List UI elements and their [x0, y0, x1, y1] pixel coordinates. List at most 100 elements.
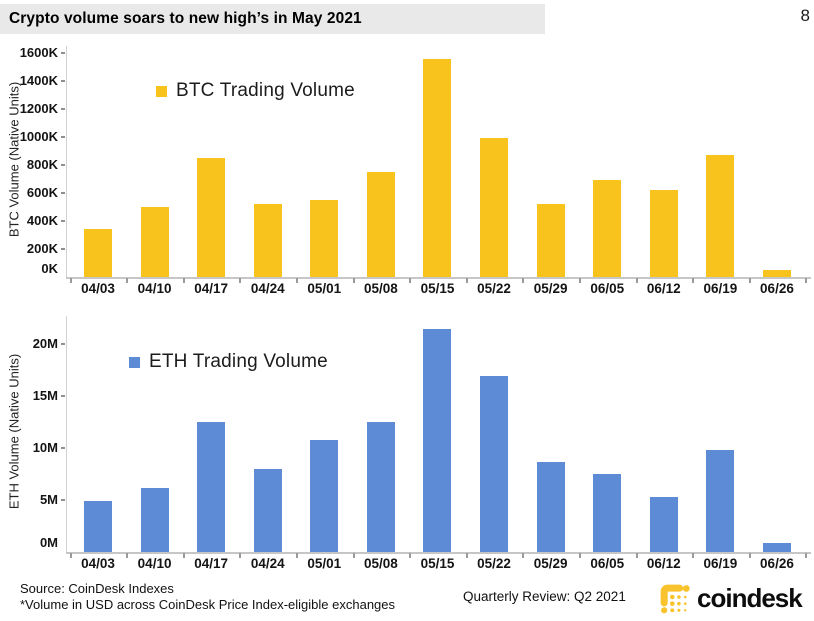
eth-x-tick-label: 05/15 [420, 556, 455, 571]
btc-x-tick-label: 06/26 [760, 281, 794, 296]
eth-y-tick-mark [61, 499, 65, 501]
btc-x-tick-label: 05/15 [420, 281, 455, 296]
eth-x-tick-label: 06/05 [590, 556, 625, 571]
eth-y-tick-label: 10M [32, 440, 58, 455]
btc-bar-04/03 [84, 229, 112, 277]
eth-x-tick-label: 04/17 [194, 556, 229, 571]
btc-x-tick-label: 06/05 [590, 281, 625, 296]
eth-bar-05/29 [536, 461, 565, 552]
eth-x-tick-mark [578, 553, 581, 558]
btc-y-tick-mark [61, 136, 65, 138]
eth-x-tick-label: 05/29 [533, 556, 568, 571]
btc-y-tick-mark [61, 220, 65, 222]
btc-y-tick-label: 400K [26, 213, 58, 228]
btc-x-tick-label: 05/22 [477, 281, 511, 296]
btc-y-tick-label: 1400K [19, 73, 58, 88]
eth-x-tick-mark [522, 553, 525, 558]
coindesk-logo-text: coindesk [697, 583, 803, 613]
btc-bar-06/19 [706, 155, 735, 277]
btc-x-tick-mark [126, 278, 129, 283]
btc-x-tick-label: 06/19 [703, 281, 738, 296]
btc-y-tick-label: 1600K [19, 45, 58, 60]
eth-x-tick-label: 06/26 [760, 556, 794, 571]
btc-x-tick-mark [69, 278, 72, 283]
slide-title: Crypto volume soars to new high’s in May… [9, 10, 362, 27]
eth-x-tick-label: 05/01 [307, 556, 342, 571]
eth-x-tick-mark [239, 553, 242, 558]
btc-y-tick-label: 800K [26, 157, 58, 172]
eth-bar-06/05 [593, 474, 622, 552]
eth-x-tick-mark [352, 553, 355, 558]
eth-x-tick-label: 04/10 [137, 556, 172, 571]
eth-x-tick-label: 04/24 [250, 556, 285, 571]
btc-y-tick-label: 0K [41, 261, 58, 276]
eth-x-tick-label: 05/22 [477, 556, 511, 571]
eth-x-tick-mark [805, 553, 808, 558]
btc-x-tick-label: 04/24 [250, 281, 285, 296]
btc-x-tick-label: 05/08 [363, 281, 398, 296]
eth-x-tick-mark [182, 553, 185, 558]
btc-x-tick-label: 05/01 [307, 281, 342, 296]
eth-x-tick-mark [296, 553, 299, 558]
btc-y-tick-mark [61, 108, 65, 110]
btc-x-tick-label: 04/03 [81, 281, 115, 296]
eth-y-tick-label: 5M [39, 492, 58, 507]
eth-x-tick-mark [126, 553, 129, 558]
eth-y-tick-mark [61, 447, 65, 449]
eth-legend: ETH Trading Volume [129, 351, 328, 373]
eth-y-axis-line [66, 316, 67, 552]
eth-x-tick-label: 06/12 [646, 556, 681, 571]
eth-y-tick-label: 15M [32, 388, 58, 403]
source-text: Source: CoinDesk Indexes [20, 581, 174, 596]
eth-x-tick-mark [465, 553, 468, 558]
btc-bar-04/10 [140, 207, 169, 277]
eth-bar-04/10 [140, 487, 169, 552]
btc-x-tick-mark [692, 278, 695, 283]
eth-bar-05/01 [310, 439, 339, 552]
btc-y-tick-label: 1000K [19, 129, 58, 144]
btc-bar-06/12 [649, 190, 678, 277]
btc-x-axis-line [66, 277, 811, 279]
btc-bar-05/29 [536, 204, 565, 277]
btc-bar-04/24 [253, 204, 282, 277]
eth-legend-label: ETH Trading Volume [149, 351, 328, 372]
btc-y-tick-mark [61, 164, 65, 166]
eth-bar-05/08 [366, 422, 395, 552]
eth-y-tick-label: 0M [39, 535, 58, 550]
btc-x-tick-mark [465, 278, 468, 283]
btc-bar-05/15 [423, 58, 452, 277]
page-number: 8 [800, 6, 810, 25]
eth-bar-06/26 [762, 542, 791, 552]
eth-x-tick-label: 06/19 [703, 556, 738, 571]
btc-y-tick-label: 1200K [19, 101, 58, 116]
btc-bar-06/26 [762, 270, 791, 277]
eth-x-tick-mark [692, 553, 695, 558]
eth-x-tick-label: 04/03 [81, 556, 115, 571]
eth-bar-06/19 [706, 450, 735, 552]
btc-x-tick-mark [805, 278, 808, 283]
btc-x-tick-mark [748, 278, 751, 283]
eth-bar-04/03 [84, 501, 112, 552]
eth-bar-05/22 [480, 376, 509, 552]
btc-x-tick-mark [182, 278, 185, 283]
btc-legend-swatch [156, 85, 167, 97]
eth-legend-swatch [129, 356, 140, 368]
eth-x-tick-mark [409, 553, 412, 558]
eth-bar-06/12 [649, 496, 678, 552]
eth-y-tick-mark [61, 395, 65, 397]
btc-x-tick-mark [635, 278, 638, 283]
eth-x-axis-line [66, 552, 811, 554]
btc-y-tick-label: 200K [26, 241, 58, 256]
btc-x-tick-mark [409, 278, 412, 283]
eth-y-tick-mark [61, 343, 65, 345]
btc-legend-label: BTC Trading Volume [176, 80, 355, 101]
btc-x-tick-label: 06/12 [646, 281, 681, 296]
eth-x-tick-label: 05/08 [363, 556, 398, 571]
btc-bar-05/08 [366, 172, 395, 277]
eth-x-tick-mark [748, 553, 751, 558]
btc-y-axis-line [66, 46, 67, 277]
coindesk-logo: coindesk [659, 582, 803, 615]
btc-legend: BTC Trading Volume [156, 80, 355, 102]
